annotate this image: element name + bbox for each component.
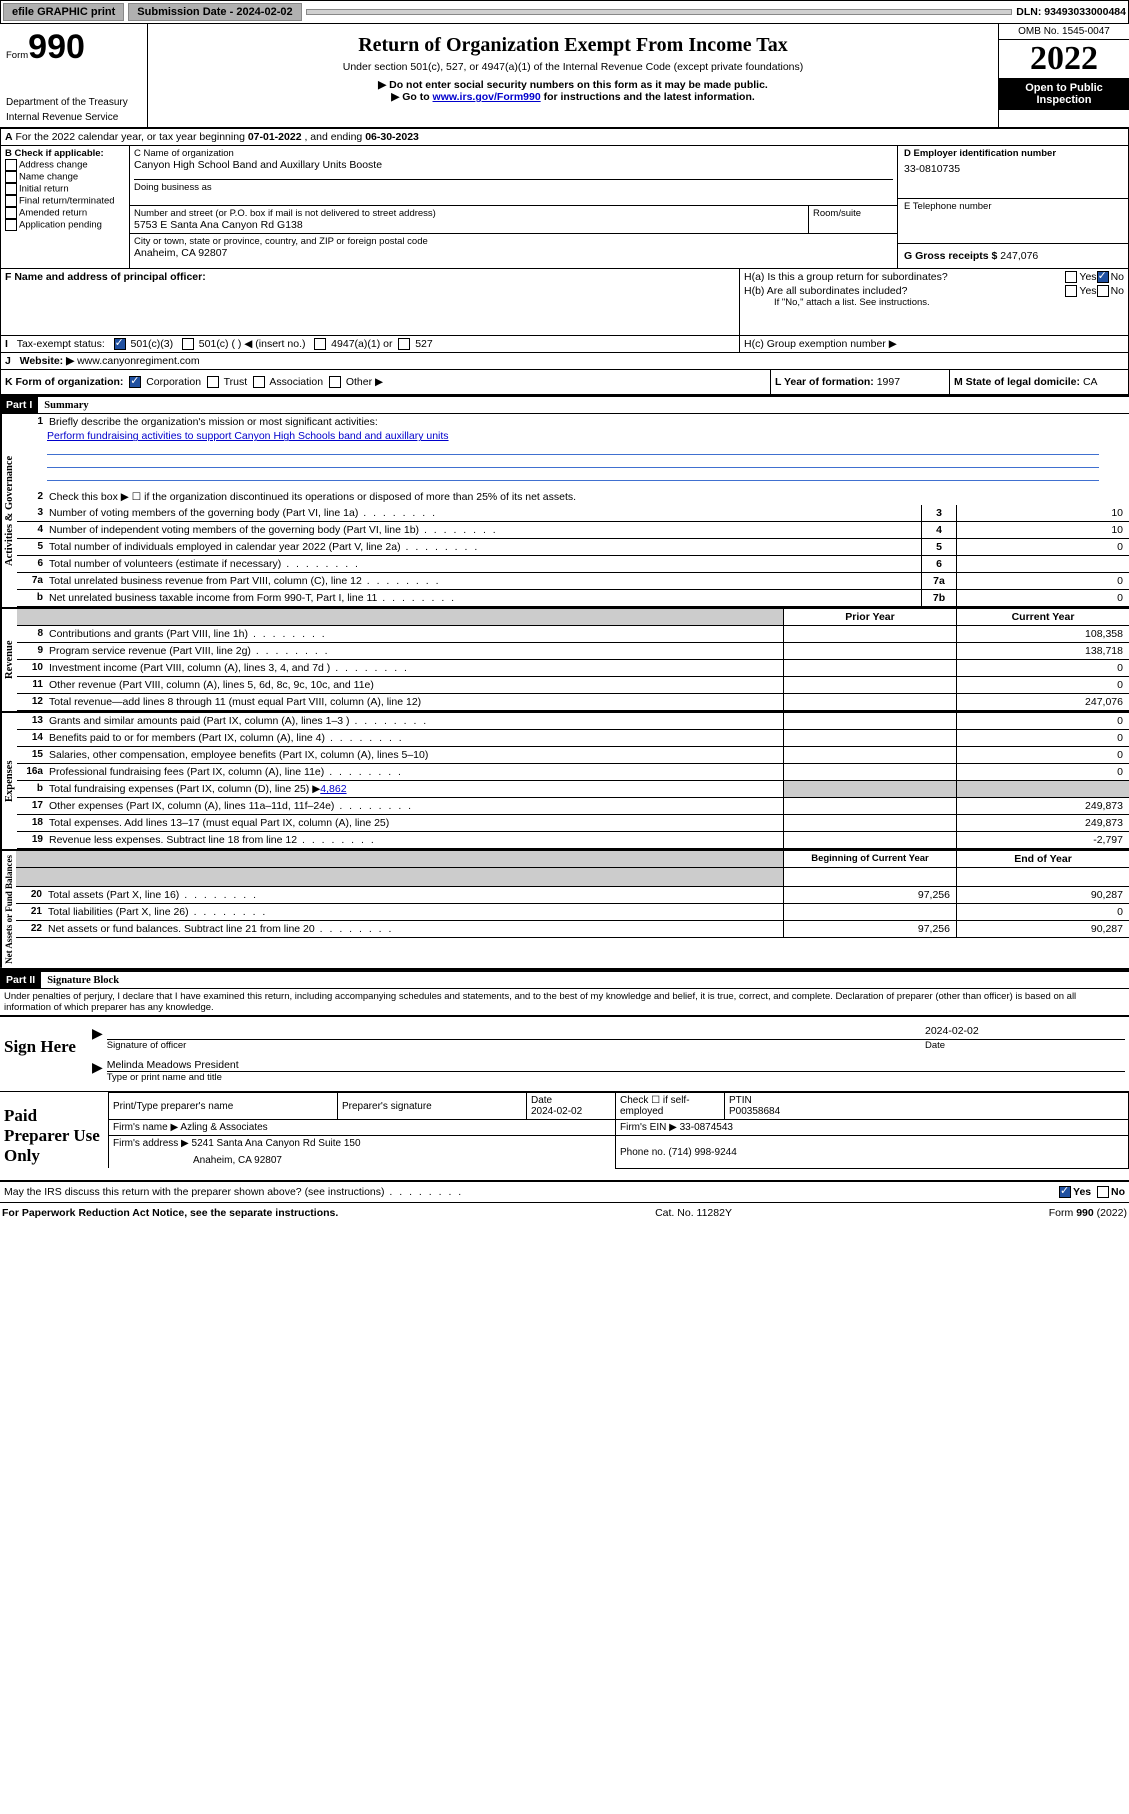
sign-here: Sign Here ▶ 2024-02-02 Signature of offi… — [0, 1015, 1129, 1092]
form-box: Form990 Department of the Treasury Inter… — [0, 24, 148, 127]
row-i: I Tax-exempt status: 501(c)(3) 501(c) ( … — [0, 336, 1129, 353]
hc: H(c) Group exemption number ▶ — [740, 336, 1128, 352]
mission-link[interactable]: Perform fundraising activities to suppor… — [47, 430, 449, 442]
expenses: Expenses 13Grants and similar amounts pa… — [0, 711, 1129, 849]
footer: For Paperwork Reduction Act Notice, see … — [0, 1203, 1129, 1223]
omb: OMB No. 1545-0047 — [999, 24, 1129, 40]
row-a: A For the 2022 calendar year, or tax yea… — [0, 129, 1129, 146]
warn: ▶ Do not enter social security numbers o… — [158, 79, 988, 91]
address: 5753 E Santa Ana Canyon Rd G138 — [134, 219, 804, 231]
row-j: J Website: ▶ www.canyonregiment.com — [0, 353, 1129, 370]
row-fh: F Name and address of principal officer:… — [0, 269, 1129, 336]
page-title: Return of Organization Exempt From Incom… — [158, 34, 988, 57]
header: Form990 Department of the Treasury Inter… — [0, 24, 1129, 129]
revenue: Revenue Prior YearCurrent Year 8Contribu… — [0, 607, 1129, 711]
subdate-btn[interactable]: Submission Date - 2024-02-02 — [128, 3, 301, 21]
declaration: Under penalties of perjury, I declare th… — [0, 989, 1129, 1015]
row-klm: K Form of organization: Corporation Trus… — [0, 370, 1129, 395]
inspection: Open to Public Inspection — [999, 78, 1129, 110]
year-box: OMB No. 1545-0047 2022 Open to Public In… — [998, 24, 1129, 127]
ptin: P00358684 — [729, 1106, 780, 1117]
efile-btn[interactable]: efile GRAPHIC print — [3, 3, 124, 21]
website: www.canyonregiment.com — [77, 355, 200, 367]
part1-bar: Part ISummary — [0, 395, 1129, 414]
col-c: C Name of organization Canyon High Schoo… — [130, 146, 898, 268]
dln: DLN: 93493033000484 — [1016, 6, 1126, 18]
firm-name: Azling & Associates — [180, 1122, 267, 1133]
tax-year: 2022 — [999, 40, 1129, 78]
activities-governance: Activities & Governance 1Briefly describ… — [0, 414, 1129, 607]
fundraising-link[interactable]: 4,862 — [320, 783, 346, 795]
dept: Department of the Treasury — [6, 97, 141, 108]
row-bcde: B Check if applicable: Address change Na… — [0, 146, 1129, 269]
gross-receipts: 247,076 — [1000, 250, 1038, 262]
title-box: Return of Organization Exempt From Incom… — [148, 24, 998, 127]
net-assets: Net Assets or Fund Balances Beginning of… — [0, 849, 1129, 970]
officer-name: Melinda Meadows President — [107, 1059, 1125, 1072]
spacer — [306, 9, 1013, 15]
top-bar: efile GRAPHIC print Submission Date - 20… — [0, 0, 1129, 24]
col-b: B Check if applicable: Address change Na… — [1, 146, 130, 268]
org-name: Canyon High School Band and Auxillary Un… — [134, 159, 893, 171]
goto: ▶ Go to www.irs.gov/Form990 for instruct… — [158, 91, 988, 103]
col-deg: D Employer identification number 33-0810… — [898, 146, 1128, 268]
part2-bar: Part IISignature Block — [0, 970, 1129, 989]
ein: 33-0810735 — [904, 163, 1122, 175]
may-discuss: May the IRS discuss this return with the… — [0, 1182, 1129, 1203]
irs: Internal Revenue Service — [6, 112, 141, 123]
city: Anaheim, CA 92807 — [134, 247, 893, 259]
paid-preparer: Paid Preparer Use Only Print/Type prepar… — [0, 1092, 1129, 1182]
irs-link[interactable]: www.irs.gov/Form990 — [433, 91, 541, 103]
subtitle: Under section 501(c), 527, or 4947(a)(1)… — [158, 61, 988, 73]
